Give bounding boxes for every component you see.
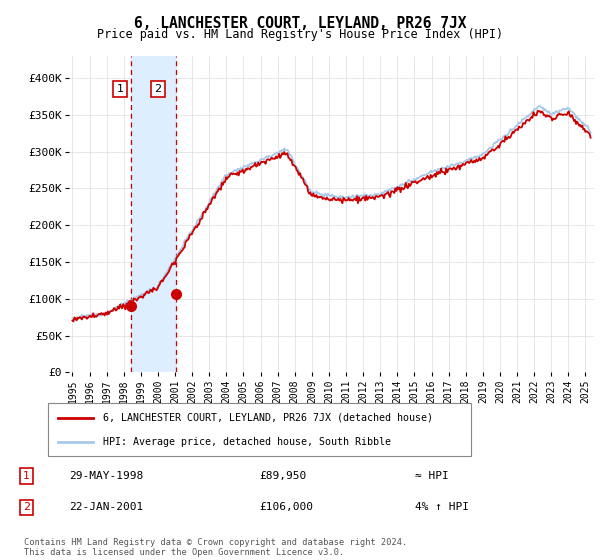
Text: 6, LANCHESTER COURT, LEYLAND, PR26 7JX (detached house): 6, LANCHESTER COURT, LEYLAND, PR26 7JX (… bbox=[103, 413, 433, 423]
Text: 2: 2 bbox=[23, 502, 30, 512]
Text: ≈ HPI: ≈ HPI bbox=[415, 471, 449, 481]
Text: 1: 1 bbox=[23, 471, 30, 481]
Text: 2: 2 bbox=[154, 84, 161, 94]
Text: 1: 1 bbox=[117, 84, 124, 94]
Text: 4% ↑ HPI: 4% ↑ HPI bbox=[415, 502, 469, 512]
Text: 22-JAN-2001: 22-JAN-2001 bbox=[70, 502, 144, 512]
Text: £106,000: £106,000 bbox=[260, 502, 314, 512]
Text: Price paid vs. HM Land Registry's House Price Index (HPI): Price paid vs. HM Land Registry's House … bbox=[97, 28, 503, 41]
Bar bbox=[131, 56, 176, 372]
Text: £89,950: £89,950 bbox=[260, 471, 307, 481]
Text: Contains HM Land Registry data © Crown copyright and database right 2024.
This d: Contains HM Land Registry data © Crown c… bbox=[24, 538, 407, 557]
FancyBboxPatch shape bbox=[48, 403, 472, 456]
Text: 6, LANCHESTER COURT, LEYLAND, PR26 7JX: 6, LANCHESTER COURT, LEYLAND, PR26 7JX bbox=[134, 16, 466, 31]
Text: 29-MAY-1998: 29-MAY-1998 bbox=[70, 471, 144, 481]
Text: HPI: Average price, detached house, South Ribble: HPI: Average price, detached house, Sout… bbox=[103, 437, 391, 447]
